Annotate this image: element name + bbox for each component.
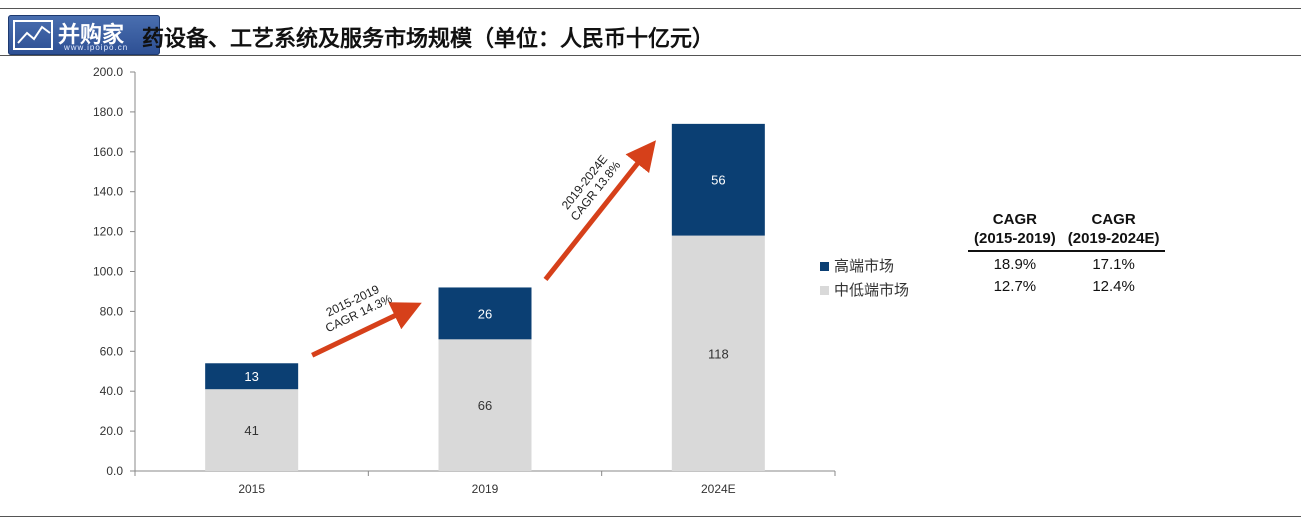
cagr-arrow [311, 302, 422, 358]
chart-legend: 高端市场 中低端市场 [820, 256, 909, 304]
y-tick-label: 20.0 [100, 424, 124, 438]
bar-data-label: 56 [711, 173, 725, 188]
bar-data-label: 41 [244, 423, 258, 438]
legend-label-mid-low-end: 中低端市场 [834, 282, 910, 299]
title-bar: 并购家 www.ipoipo.cn 药设备、工艺系统及服务市场规模（单位：人民币… [0, 8, 1301, 56]
legend-swatch-mid-low-end [820, 286, 829, 295]
cagr-header-2019-2024e: CAGR (2019-2024E) [1061, 210, 1166, 252]
cagr-table: CAGR (2015-2019) CAGR (2019-2024E) 18.9%… [968, 210, 1166, 296]
cagr-cell: 12.4% [1092, 278, 1135, 295]
legend-swatch-high-end [820, 262, 829, 271]
cagr-header-label: CAGR [1091, 211, 1136, 228]
page-title: 药设备、工艺系统及服务市场规模（单位：人民币十亿元） [142, 27, 715, 52]
bar-mid-low-end [205, 389, 299, 471]
bar-high-end [438, 287, 532, 340]
bar-high-end [671, 123, 765, 236]
cagr-header-period: (2019-2024E) [1067, 230, 1160, 247]
bar-data-label: 118 [708, 346, 729, 361]
legend-item-mid-low-end: 中低端市场 [820, 280, 909, 304]
y-tick-label: 200.0 [93, 65, 123, 79]
bar-mid-low-end [671, 235, 765, 471]
cagr-arrow [543, 140, 656, 282]
chart-logo-icon [13, 20, 53, 50]
cagr-header-label: CAGR [992, 211, 1037, 228]
brand-logo: 并购家 www.ipoipo.cn [8, 15, 160, 55]
cagr-row-mid-low-end: 12.7% 12.4% [968, 274, 1165, 296]
cagr-header-row: CAGR (2015-2019) CAGR (2019-2024E) [968, 210, 1166, 252]
cagr-cell: 17.1% [1092, 256, 1135, 273]
cagr-cell: 18.9% [993, 256, 1037, 273]
x-tick-label: 2015 [238, 482, 265, 496]
logo-text: 并购家 [58, 23, 125, 48]
bar-data-label: 26 [478, 306, 492, 321]
y-tick-label: 160.0 [93, 145, 123, 159]
cagr-annotation: 2019-2024ECAGR 13.8% [557, 149, 624, 223]
legend-label-high-end: 高端市场 [834, 258, 895, 275]
y-tick-label: 60.0 [100, 344, 124, 358]
cagr-cell: 12.7% [993, 278, 1037, 295]
bar-data-label: 13 [244, 369, 258, 384]
cagr-row-high-end: 18.9% 17.1% [968, 251, 1165, 274]
cagr-header-2015-2019: CAGR (2015-2019) [968, 210, 1062, 252]
bar-mid-low-end [438, 339, 532, 471]
y-tick-label: 100.0 [93, 265, 123, 279]
y-tick-label: 180.0 [93, 105, 123, 119]
y-tick-label: 40.0 [100, 384, 124, 398]
bottom-rule [0, 516, 1301, 517]
bar-data-label: 66 [478, 398, 492, 413]
y-tick-label: 80.0 [100, 304, 124, 318]
y-tick-label: 120.0 [93, 225, 123, 239]
logo-subtext: www.ipoipo.cn [64, 43, 129, 52]
cagr-header-period: (2015-2019) [974, 230, 1056, 247]
x-tick-label: 2024E [701, 482, 736, 496]
bar-high-end [205, 363, 299, 390]
y-tick-label: 140.0 [93, 185, 123, 199]
cagr-annotation: 2015-2019CAGR 14.3% [317, 279, 394, 336]
x-tick-label: 2019 [472, 482, 499, 496]
legend-item-high-end: 高端市场 [820, 256, 909, 280]
y-tick-label: 0.0 [106, 464, 123, 478]
